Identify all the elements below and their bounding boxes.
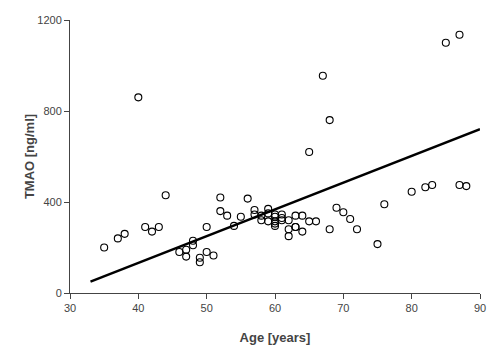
svg-text:800: 800 xyxy=(43,105,61,117)
svg-text:Age [years]: Age [years] xyxy=(240,330,311,345)
svg-text:TMAO [ng/ml]: TMAO [ng/ml] xyxy=(22,114,37,199)
svg-text:1200: 1200 xyxy=(37,14,61,26)
svg-text:70: 70 xyxy=(337,302,349,314)
svg-text:90: 90 xyxy=(474,302,486,314)
svg-text:50: 50 xyxy=(201,302,213,314)
svg-text:30: 30 xyxy=(64,302,76,314)
svg-text:80: 80 xyxy=(406,302,418,314)
svg-text:60: 60 xyxy=(269,302,281,314)
svg-text:400: 400 xyxy=(43,196,61,208)
svg-text:0: 0 xyxy=(56,287,62,299)
svg-text:40: 40 xyxy=(132,302,144,314)
